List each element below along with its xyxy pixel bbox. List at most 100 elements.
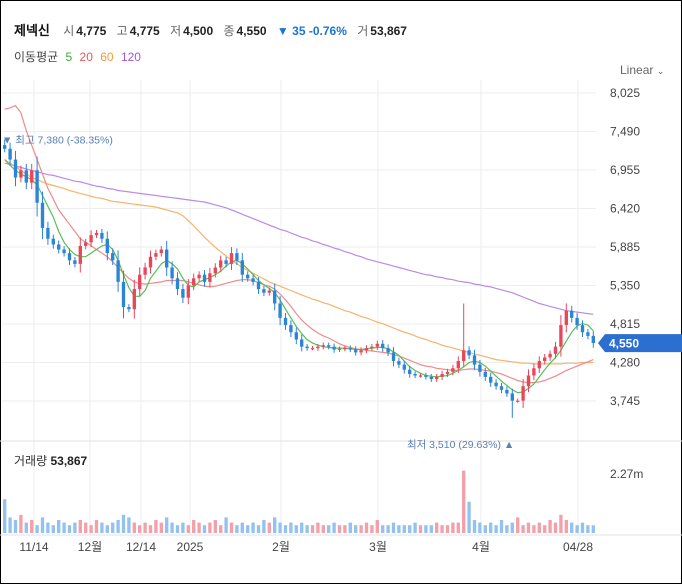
volume-bar [62,522,66,533]
candle-body [73,260,77,264]
candle-body [111,253,115,261]
candle [138,267,142,297]
candle [213,263,217,278]
candle [283,313,288,330]
volume-bar [516,517,520,533]
candle [462,303,466,368]
candle [235,248,239,266]
candle-body [516,400,520,402]
candle-body [127,307,131,310]
candle [24,163,28,190]
candle [181,283,185,304]
volume-bar [553,522,558,533]
candle [586,328,590,340]
candle-body [375,343,379,347]
volume-bar [138,525,142,533]
candle-body [148,256,153,268]
candle [526,369,531,393]
candle-body [78,245,82,264]
candle-body [19,170,23,178]
volume-bar [251,522,255,533]
candle-body [532,368,536,376]
candle [278,296,282,326]
volume-bar [148,525,153,533]
x-axis: 11/14 12월 12/14 2025 2월 3월 4월 04/28 [19,540,593,554]
candle [489,372,493,387]
low-value: 4,500 [183,24,214,38]
candle-body [30,170,34,183]
candle-body [62,249,66,254]
candle [100,228,104,243]
candle [467,346,471,360]
volume-bar [386,525,390,533]
candle-body [478,364,482,372]
candle [143,262,147,280]
x-tick-label: 2월 [272,540,290,554]
candle-body [586,332,590,336]
ma20-line [4,104,594,384]
candle [111,248,115,266]
candle-body [543,357,547,362]
volume-bar [586,525,590,533]
candle [397,357,401,369]
current-price-tag: 4,550 [598,334,682,353]
high-label: 고 [116,24,128,38]
y-tick-label: 6,420 [610,202,640,216]
volume-bar [8,517,12,533]
candle-body [499,386,504,390]
candle [300,334,304,352]
volume-bar [359,525,363,533]
candle-body [467,350,471,356]
volume-bar [337,525,342,533]
volume-bar [332,522,336,533]
y-tick-label: 5,350 [610,279,640,293]
ma-20: 20 [79,50,93,64]
candle-body [354,349,358,353]
volume-bar [143,522,147,533]
y-tick-label: 7,490 [610,125,640,139]
candle-body [559,325,563,347]
candle [192,273,196,291]
volume-value: 53,867 [370,24,407,38]
candle-body [300,339,304,347]
candle [570,305,574,323]
candle-body [337,348,342,351]
candle [413,371,417,379]
volume-bar [532,525,536,533]
candle [289,320,293,338]
candle-body [46,227,50,239]
volume-bar [213,520,217,533]
chevron-down-icon: ⌄ [656,66,665,76]
moving-average-legend[interactable]: 이동평균 5 20 60 120 [14,48,145,65]
volume-bar [273,517,277,533]
candle [246,271,250,282]
candle-body [580,325,585,333]
volume-bar [89,525,93,533]
volume-bar [354,525,358,533]
candle [94,230,99,239]
volume-bar [370,525,374,533]
candle-body [327,345,331,347]
volume-bar [19,514,23,533]
change-arrow-icon: ▼ [276,24,289,38]
candle [402,360,406,374]
volume-bar [289,522,293,533]
candle-body [57,244,61,250]
candle [3,139,7,153]
volume-bar [348,522,352,533]
volume-bar [159,522,163,533]
candle [175,272,180,296]
candle-body [219,260,223,268]
scale-mode-toggle[interactable]: Linear ⌄ [620,63,664,77]
volume-bar [408,525,412,533]
candle-body [370,346,374,349]
candle [186,278,190,305]
candle [267,287,271,296]
candle [40,191,45,240]
candle-body [435,376,439,380]
candle [256,277,261,294]
candle-body [359,350,363,353]
volume-bar [278,522,282,533]
volume-bar [424,525,428,533]
